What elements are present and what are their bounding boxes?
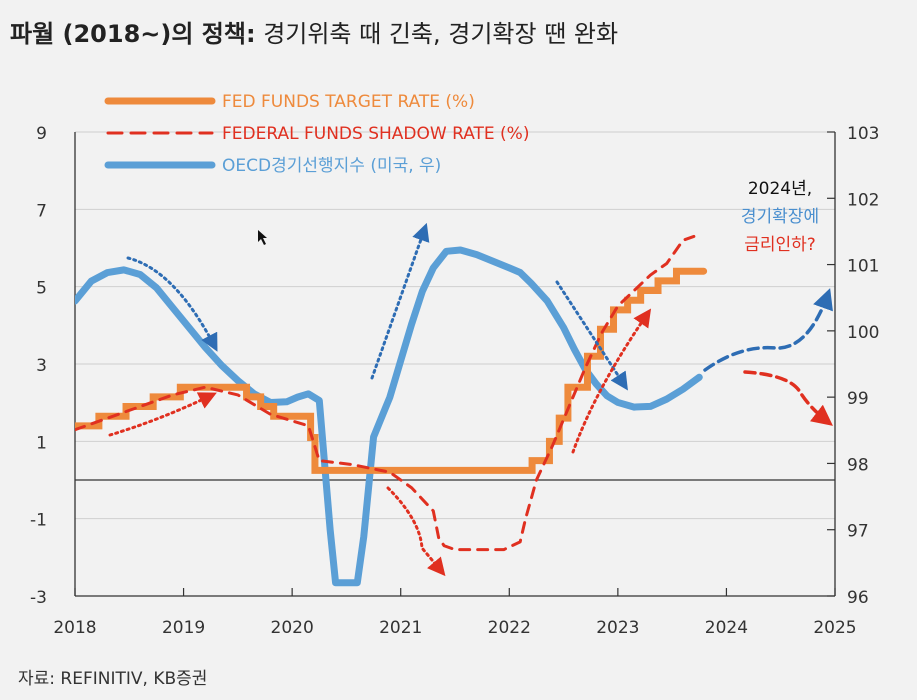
- x-tick: 2020: [271, 618, 314, 638]
- series-line-0: [75, 267, 708, 474]
- y-left-tick: 3: [36, 356, 47, 376]
- y-left-tick: 7: [36, 201, 47, 221]
- y-left-tick: 9: [36, 124, 47, 144]
- y-right-tick: 99: [847, 389, 869, 409]
- plot-area: [75, 234, 708, 587]
- y-left-tick: 1: [36, 433, 47, 453]
- legend-label-0: FED FUNDS TARGET RATE (%): [222, 92, 475, 112]
- trend-arrow-red-up-2: [571, 308, 652, 454]
- chart-title: 파월 (2018~)의 정책: 경기위축 때 긴축, 경기확장 땐 완화: [10, 14, 618, 49]
- annotation-line1: 2024년,: [748, 179, 812, 199]
- legend-label-1: FEDERAL FUNDS SHADOW RATE (%): [222, 124, 529, 144]
- series-line-2: [75, 246, 703, 587]
- x-tick: 2019: [162, 618, 205, 638]
- trend-arrow-blue-up: [370, 222, 430, 380]
- y-right-tick: 102: [847, 190, 879, 210]
- trend-arrow-blue-down: [126, 256, 218, 352]
- annotation: 2024년, 경기확장에 금리인하?: [741, 179, 819, 255]
- y-right-tick: 98: [847, 455, 869, 475]
- trend-arrow-red-down: [386, 486, 446, 577]
- annotation-line3: 금리인하?: [744, 235, 816, 255]
- x-tick: 2023: [596, 618, 639, 638]
- x-tick: 2022: [488, 618, 531, 638]
- x-tick: 2018: [53, 618, 96, 638]
- y-right-tick: 97: [847, 522, 869, 542]
- x-tick: 2021: [379, 618, 422, 638]
- series-line-1: [75, 234, 696, 552]
- mouse-cursor-icon: [258, 230, 267, 245]
- annotation-line2: 경기확장에: [741, 207, 819, 227]
- y-right-tick: 100: [847, 323, 879, 343]
- y-right-tick: 101: [847, 257, 879, 277]
- y-left-tick: -3: [30, 588, 47, 608]
- trend-arrow-red-up: [108, 392, 217, 437]
- y-right-tick: 103: [847, 124, 879, 144]
- forecast-arrow-blue: [703, 288, 833, 372]
- x-tick: 2024: [705, 618, 748, 638]
- trend-arrow-blue-down-2: [555, 280, 628, 391]
- title-rest: 경기위축 때 긴축, 경기확장 땐 완화: [255, 20, 619, 48]
- y-left-tick: -1: [30, 511, 47, 531]
- x-tick: 2025: [813, 618, 856, 638]
- forecast-arrow-red: [743, 370, 833, 426]
- legend: FED FUNDS TARGET RATE (%) FEDERAL FUNDS S…: [104, 92, 529, 176]
- title-bold: 파월 (2018~)의 정책:: [10, 20, 256, 48]
- trend-arrows: [108, 222, 833, 577]
- y-left-tick: 5: [36, 279, 47, 299]
- legend-label-2: OECD경기선행지수 (미국, 우): [222, 156, 441, 176]
- source-note: 자료: REFINITIV, KB증권: [18, 669, 208, 689]
- y-right-tick: 96: [847, 588, 869, 608]
